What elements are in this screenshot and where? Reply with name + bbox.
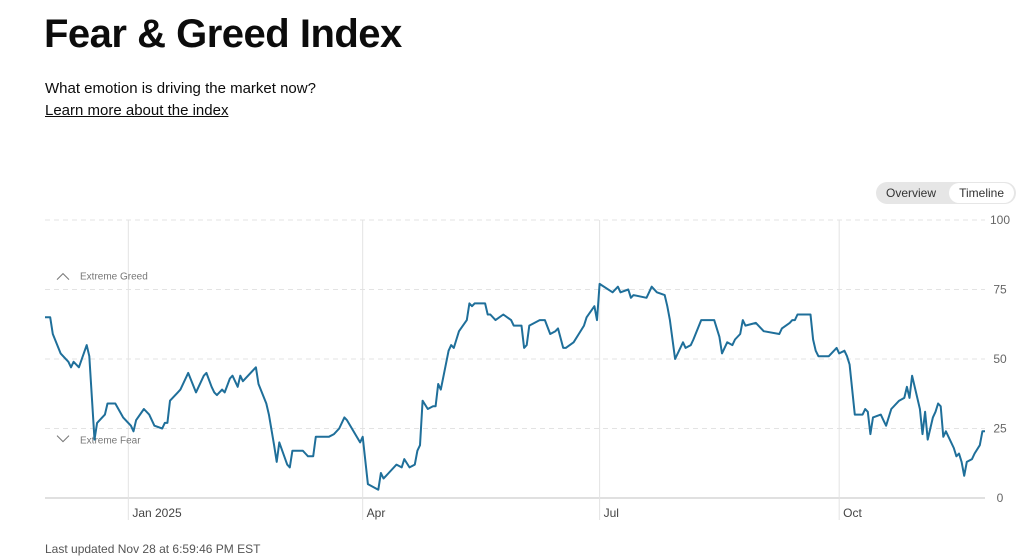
index-series-line [45,282,985,491]
x-tick-label: Apr [367,506,386,520]
y-tick-label: 25 [993,422,1007,436]
y-tick-label: 50 [993,352,1007,366]
view-toggle: Overview Timeline [876,182,1016,204]
chevron-down-icon [56,435,70,443]
page-title: Fear & Greed Index [44,12,402,56]
x-tick-label: Jul [604,506,619,520]
tab-timeline[interactable]: Timeline [949,183,1014,203]
y-tick-label: 100 [990,213,1010,227]
last-updated: Last updated Nov 28 at 6:59:46 PM EST [45,542,261,556]
x-tick-label: Jan 2025 [132,506,182,520]
chevron-up-icon [56,272,70,280]
y-tick-label: 0 [997,491,1004,505]
x-tick-label: Oct [843,506,862,520]
annotation-label: Extreme Fear [80,436,141,447]
y-tick-label: 75 [993,283,1007,297]
learn-more-link[interactable]: Learn more about the index [45,102,229,119]
page-subtitle: What emotion is driving the market now? [45,80,316,97]
annotation-label: Extreme Greed [80,272,148,283]
tab-overview[interactable]: Overview [886,186,937,200]
